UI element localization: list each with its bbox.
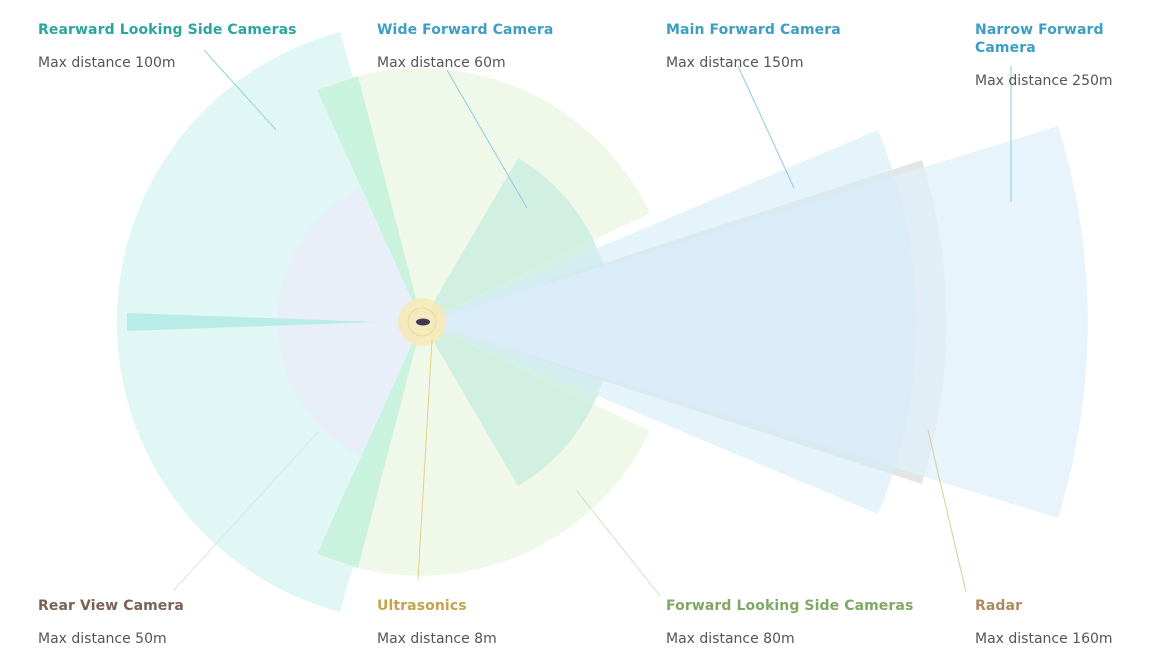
rear-spike-zone bbox=[127, 313, 378, 331]
main-forward-title: Main Forward Camera bbox=[666, 22, 841, 38]
leader-rearward-side bbox=[203, 49, 277, 131]
forward-side-title: Forward Looking Side Cameras bbox=[666, 598, 914, 614]
leader-main-forward bbox=[737, 65, 795, 189]
ultrasonics-title: Ultrasonics bbox=[377, 598, 467, 614]
rearward-side-title: Rearward Looking Side Cameras bbox=[38, 22, 297, 38]
leader-forward-side bbox=[575, 489, 661, 597]
side-overlap-bottom bbox=[317, 322, 422, 568]
leader-rear-view bbox=[173, 431, 319, 591]
label-ultrasonics: Ultrasonics Max distance 8m bbox=[377, 597, 637, 648]
leader-radar bbox=[927, 429, 967, 593]
label-narrow-forward: Narrow Forward Camera Max distance 250m bbox=[975, 21, 1165, 90]
rear-view-distance: Max distance 50m bbox=[38, 631, 167, 647]
radar-title: Radar bbox=[975, 598, 1023, 614]
narrow-forward-distance: Max distance 250m bbox=[975, 73, 1113, 89]
label-forward-side: Forward Looking Side Cameras Max distanc… bbox=[666, 597, 926, 648]
label-rearward-side: Rearward Looking Side Cameras Max distan… bbox=[38, 21, 298, 72]
label-main-forward: Main Forward Camera Max distance 150m bbox=[666, 21, 926, 72]
rear-view-title: Rear View Camera bbox=[38, 598, 184, 614]
leader-wide-forward bbox=[446, 69, 528, 209]
car-icon bbox=[416, 318, 430, 326]
side-overlap-top bbox=[317, 76, 422, 322]
wide-forward-distance: Max distance 60m bbox=[377, 55, 506, 71]
narrow-forward-title: Narrow Forward Camera bbox=[975, 22, 1104, 56]
forward-side-distance: Max distance 80m bbox=[666, 631, 795, 647]
leader-ultrasonics bbox=[417, 339, 433, 581]
main-forward-distance: Max distance 150m bbox=[666, 55, 804, 71]
label-radar: Radar Max distance 160m bbox=[975, 597, 1165, 648]
label-rear-view: Rear View Camera Max distance 50m bbox=[38, 597, 298, 648]
ultrasonics-ring bbox=[407, 307, 437, 337]
wide-forward-title: Wide Forward Camera bbox=[377, 22, 554, 38]
label-wide-forward: Wide Forward Camera Max distance 60m bbox=[377, 21, 637, 72]
rearward-side-distance: Max distance 100m bbox=[38, 55, 176, 71]
ultrasonics-distance: Max distance 8m bbox=[377, 631, 497, 647]
radar-distance: Max distance 160m bbox=[975, 631, 1113, 647]
main-forward-camera-zone bbox=[422, 130, 917, 514]
